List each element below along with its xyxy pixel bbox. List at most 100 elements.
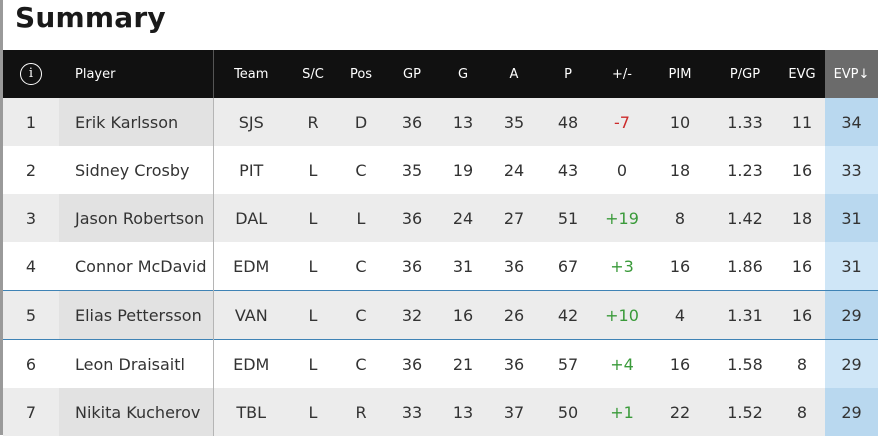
pim-cell: 22 bbox=[649, 388, 711, 436]
table-row[interactable]: 2 Sidney Crosby PIT L C 35 19 24 43 0 18 1.23 16 33 bbox=[3, 146, 878, 194]
pim-cell: 8 bbox=[649, 194, 711, 242]
points-cell: 67 bbox=[541, 242, 595, 291]
player-name[interactable]: Leon Draisaitl bbox=[59, 339, 213, 388]
pim-cell: 4 bbox=[649, 290, 711, 340]
evp-cell: 33 bbox=[825, 146, 878, 194]
table-row[interactable]: 7 Nikita Kucherov TBL L R 33 13 37 50 +1 22 1.52 8 29 bbox=[3, 388, 878, 436]
column-header-pim[interactable]: PIM bbox=[649, 50, 711, 98]
player-name[interactable]: Sidney Crosby bbox=[59, 146, 213, 194]
assists-cell: 26 bbox=[487, 290, 541, 340]
shoots-cell: L bbox=[289, 146, 337, 194]
gp-cell: 36 bbox=[385, 194, 439, 242]
gp-cell: 32 bbox=[385, 290, 439, 340]
column-header-sc[interactable]: S/C bbox=[289, 50, 337, 98]
player-name[interactable]: Jason Robertson bbox=[59, 194, 213, 242]
evg-cell: 11 bbox=[779, 98, 825, 146]
position-cell: R bbox=[337, 388, 385, 436]
position-cell: C bbox=[337, 242, 385, 291]
position-cell: D bbox=[337, 98, 385, 146]
evg-cell: 16 bbox=[779, 290, 825, 340]
column-header-plus-minus[interactable]: +/- bbox=[595, 50, 649, 98]
gp-cell: 36 bbox=[385, 242, 439, 291]
shoots-cell: R bbox=[289, 98, 337, 146]
evg-cell: 16 bbox=[779, 242, 825, 291]
team-cell: DAL bbox=[212, 194, 289, 242]
points-cell: 51 bbox=[541, 194, 595, 242]
column-header-p[interactable]: P bbox=[541, 50, 595, 98]
rank-cell: 3 bbox=[3, 194, 59, 242]
shoots-cell: L bbox=[289, 290, 337, 340]
evg-cell: 8 bbox=[779, 388, 825, 436]
points-per-game-cell: 1.86 bbox=[711, 242, 779, 291]
shoots-cell: L bbox=[289, 242, 337, 291]
plus-minus-cell: 0 bbox=[595, 146, 649, 194]
assists-cell: 36 bbox=[487, 242, 541, 291]
shoots-cell: L bbox=[289, 388, 337, 436]
team-cell: SJS bbox=[212, 98, 289, 146]
team-cell: EDM bbox=[212, 339, 289, 388]
pim-cell: 16 bbox=[649, 339, 711, 388]
evp-cell: 31 bbox=[825, 242, 878, 291]
info-header[interactable]: i bbox=[3, 50, 59, 98]
rank-cell: 1 bbox=[3, 98, 59, 146]
goals-cell: 21 bbox=[439, 339, 487, 388]
player-name[interactable]: Connor McDavid bbox=[59, 242, 213, 291]
team-cell: TBL bbox=[212, 388, 289, 436]
table-row[interactable]: 6 Leon Draisaitl EDM L C 36 21 36 57 +4 16 1.58 8 29 bbox=[3, 339, 878, 388]
table-header-row: i Player Team S/C Pos GP G A P +/- PIM P… bbox=[3, 50, 878, 98]
plus-minus-cell: +10 bbox=[595, 290, 649, 340]
table-row[interactable]: 5 Elias Pettersson VAN L C 32 16 26 42 +10 4 1.31 16… bbox=[3, 290, 878, 340]
column-header-evg[interactable]: EVG bbox=[779, 50, 825, 98]
pim-cell: 10 bbox=[649, 98, 711, 146]
rank-cell: 2 bbox=[3, 146, 59, 194]
gp-cell: 36 bbox=[385, 98, 439, 146]
evp-cell: 34 bbox=[825, 98, 878, 146]
column-header-team[interactable]: Team bbox=[212, 50, 289, 98]
assists-cell: 27 bbox=[487, 194, 541, 242]
info-icon[interactable]: i bbox=[20, 63, 42, 85]
gp-cell: 36 bbox=[385, 339, 439, 388]
table-row[interactable]: 4 Connor McDavid EDM L C 36 31 36 67 +3 16 1.86 16 31 bbox=[3, 242, 878, 291]
rank-cell: 6 bbox=[3, 339, 59, 388]
player-name[interactable]: Elias Pettersson bbox=[59, 290, 213, 340]
column-header-pos[interactable]: Pos bbox=[337, 50, 385, 98]
evp-cell: 29 bbox=[825, 388, 878, 436]
shoots-cell: L bbox=[289, 339, 337, 388]
table-row[interactable]: 3 Jason Robertson DAL L L 36 24 27 51 +19 8 1.42 18 3… bbox=[3, 194, 878, 242]
pim-cell: 18 bbox=[649, 146, 711, 194]
left-border bbox=[0, 0, 3, 435]
points-per-game-cell: 1.31 bbox=[711, 290, 779, 340]
column-header-gp[interactable]: GP bbox=[385, 50, 439, 98]
column-header-evp-sorted[interactable]: EVP↓ bbox=[825, 50, 878, 98]
points-per-game-cell: 1.58 bbox=[711, 339, 779, 388]
goals-cell: 13 bbox=[439, 388, 487, 436]
plus-minus-cell: +19 bbox=[595, 194, 649, 242]
goals-cell: 24 bbox=[439, 194, 487, 242]
assists-cell: 35 bbox=[487, 98, 541, 146]
pim-cell: 16 bbox=[649, 242, 711, 291]
assists-cell: 36 bbox=[487, 339, 541, 388]
shoots-cell: L bbox=[289, 194, 337, 242]
player-name[interactable]: Nikita Kucherov bbox=[59, 388, 213, 436]
position-cell: C bbox=[337, 290, 385, 340]
evp-cell: 31 bbox=[825, 194, 878, 242]
goals-cell: 19 bbox=[439, 146, 487, 194]
plus-minus-cell: -7 bbox=[595, 98, 649, 146]
points-cell: 42 bbox=[541, 290, 595, 340]
column-header-a[interactable]: A bbox=[487, 50, 541, 98]
assists-cell: 24 bbox=[487, 146, 541, 194]
points-cell: 48 bbox=[541, 98, 595, 146]
goals-cell: 31 bbox=[439, 242, 487, 291]
column-header-player[interactable]: Player bbox=[59, 50, 213, 98]
evp-cell: 29 bbox=[825, 290, 878, 340]
points-per-game-cell: 1.33 bbox=[711, 98, 779, 146]
points-cell: 50 bbox=[541, 388, 595, 436]
table-row[interactable]: 1 Erik Karlsson SJS R D 36 13 35 48 -7 10 1.33 11 34 bbox=[3, 98, 878, 146]
column-header-p-per-gp[interactable]: P/GP bbox=[711, 50, 779, 98]
plus-minus-cell: +3 bbox=[595, 242, 649, 291]
rank-cell: 4 bbox=[3, 242, 59, 291]
column-header-g[interactable]: G bbox=[439, 50, 487, 98]
points-cell: 57 bbox=[541, 339, 595, 388]
player-name[interactable]: Erik Karlsson bbox=[59, 98, 213, 146]
points-per-game-cell: 1.42 bbox=[711, 194, 779, 242]
